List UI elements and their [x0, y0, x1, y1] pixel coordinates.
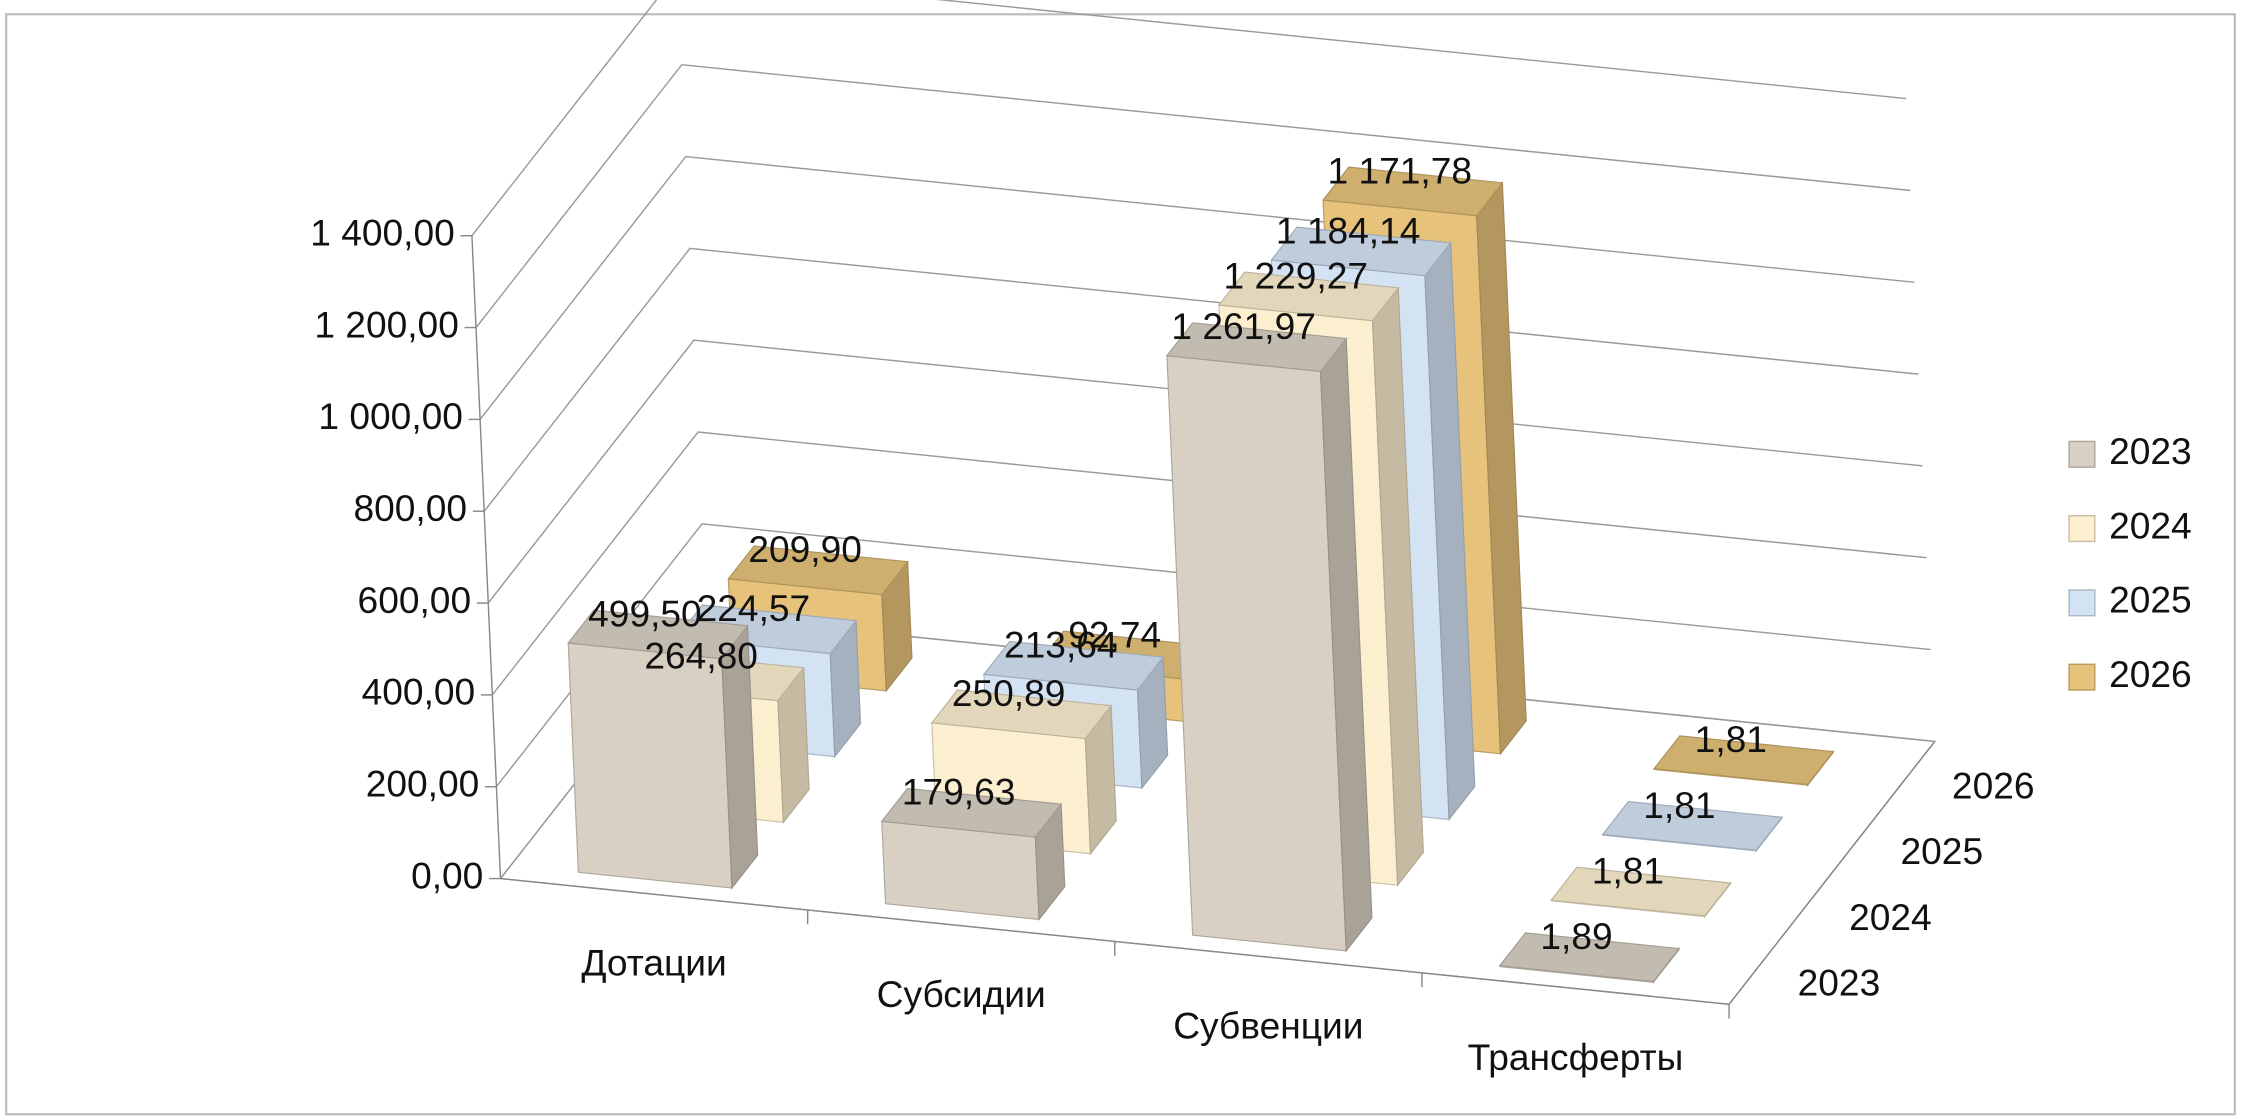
y-tick-label: 1 200,00 — [314, 303, 459, 345]
bar-top — [1217, 271, 1400, 322]
x-tick-label: Субсидии — [877, 973, 1046, 1015]
bar — [567, 609, 759, 890]
bar-top — [1498, 932, 1681, 983]
bar-top — [727, 545, 909, 596]
bar-top — [1321, 166, 1504, 217]
legend-label: 2023 — [2109, 430, 2192, 472]
data-label: 209,90 — [748, 528, 862, 570]
bar-top — [1270, 226, 1452, 277]
bar — [1498, 932, 1681, 984]
data-label: 92,74 — [1068, 613, 1161, 655]
grid-line — [471, 0, 1907, 237]
legend-label: 2026 — [2109, 653, 2192, 695]
data-label: 1 261,97 — [1171, 305, 1316, 347]
legend-swatch — [2068, 440, 2096, 468]
labels: 0,00 200,00 400,00 600,00 800,00 1 000,00 1 20… — [310, 149, 2191, 1077]
data-label: 1,81 — [1695, 718, 1767, 760]
data-label: 1 184,14 — [1276, 209, 1421, 251]
bars — [567, 166, 1835, 984]
bar-top — [567, 609, 749, 660]
data-label: 1,89 — [1540, 915, 1612, 957]
data-label: 224,57 — [697, 587, 811, 629]
depth-tick-label: 2023 — [1798, 962, 1881, 1004]
bar-top — [1601, 800, 1784, 851]
data-label: 1 229,27 — [1224, 254, 1369, 296]
y-tick-label: 1 000,00 — [318, 395, 463, 437]
data-label: 1 171,78 — [1328, 149, 1473, 191]
data-label: 1,81 — [1643, 784, 1715, 826]
depth-axis — [1728, 740, 1936, 1005]
data-label: 499,50 — [588, 592, 702, 634]
data-label: 179,63 — [902, 771, 1016, 813]
data-label: 1,81 — [1592, 849, 1664, 891]
bar — [1652, 735, 1835, 787]
legend-label: 2025 — [2109, 579, 2192, 621]
data-label: 213,64 — [1004, 624, 1118, 666]
legend-label: 2024 — [2109, 504, 2192, 546]
legend-swatch — [2068, 663, 2096, 691]
y-tick-label: 400,00 — [362, 671, 476, 713]
bar-top — [982, 640, 1165, 691]
bar-top — [1652, 735, 1835, 786]
bar-front — [567, 642, 733, 889]
depth-tick-label: 2026 — [1952, 764, 2035, 806]
bar-top — [1165, 322, 1348, 373]
bar — [1601, 800, 1784, 853]
bar — [1165, 322, 1373, 953]
y-axis — [471, 235, 502, 879]
y-tick-label: 200,00 — [366, 763, 480, 805]
bar-top — [1550, 866, 1732, 917]
bar-top — [930, 689, 1113, 740]
legend-swatch — [2068, 589, 2096, 617]
bar — [880, 787, 1066, 921]
bar-top — [880, 787, 1063, 838]
chart-frame — [5, 13, 2236, 1116]
x-tick-label: Дотации — [581, 942, 726, 984]
bar-front — [1166, 355, 1347, 952]
depth-tick-label: 2025 — [1901, 830, 1984, 872]
bar-front — [881, 820, 1040, 921]
y-tick-label: 600,00 — [358, 579, 472, 621]
y-tick-label: 0,00 — [411, 854, 483, 896]
data-label: 250,89 — [952, 672, 1066, 714]
bar — [1550, 866, 1732, 919]
legend-swatch — [2068, 515, 2096, 543]
data-label: 264,80 — [644, 634, 758, 676]
x-tick-label: Субвенции — [1173, 1004, 1363, 1046]
y-tick-label: 1 400,00 — [310, 212, 455, 254]
grid-line — [475, 63, 1911, 329]
y-tick-label: 800,00 — [353, 487, 467, 529]
x-tick-label: Трансферты — [1468, 1036, 1684, 1078]
depth-tick-label: 2024 — [1849, 896, 1932, 938]
